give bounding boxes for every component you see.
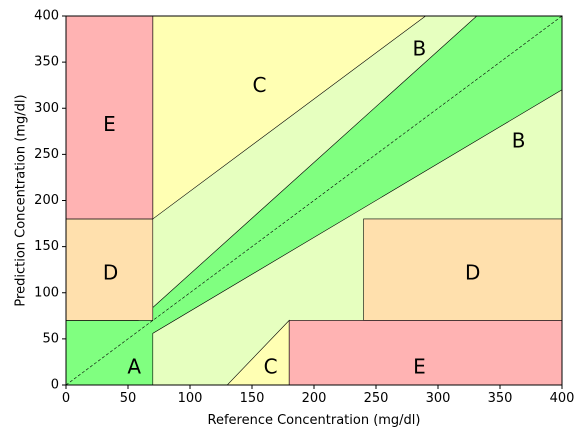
- y-tick-label: 400: [34, 9, 59, 24]
- y-tick-label: 100: [34, 285, 59, 300]
- zone-labels-layer: A B B C C D D E E: [103, 36, 526, 378]
- x-tick-label: 250: [364, 391, 389, 406]
- y-axis-label: Prediction Concentration (mg/dl): [14, 94, 29, 306]
- x-tick-label: 50: [120, 391, 137, 406]
- x-tick-label: 0: [62, 391, 70, 406]
- x-axis-label: Reference Concentration (mg/dl): [208, 413, 421, 428]
- x-tick-label: 350: [488, 391, 513, 406]
- zone-label-a: A: [127, 355, 141, 379]
- y-tick-label: 250: [34, 147, 59, 162]
- y-tick-label: 150: [34, 239, 59, 254]
- zone-label-e: E: [413, 355, 426, 379]
- y-tick-label: 50: [42, 331, 59, 346]
- zone-label-b: B: [413, 36, 427, 60]
- zone-d-region: [363, 218, 562, 321]
- zone-label-d: D: [103, 260, 118, 284]
- x-tick-label: 200: [302, 391, 327, 406]
- zones-layer: [66, 16, 562, 385]
- zone-label-b: B: [512, 129, 526, 153]
- x-tick-label: 100: [178, 391, 203, 406]
- x-axis-ticks: 0 50 100 150 200 250 300 350 400: [62, 385, 575, 406]
- x-tick-label: 300: [426, 391, 451, 406]
- y-axis-ticks: 0 50 100 150 200 250 300 350 400: [34, 9, 66, 393]
- zone-label-c: C: [252, 73, 266, 97]
- zone-e-region: [288, 320, 562, 385]
- zone-e-region: [66, 16, 154, 220]
- x-tick-label: 400: [550, 391, 575, 406]
- lines-layer: [66, 16, 562, 385]
- y-tick-label: 0: [51, 378, 59, 393]
- y-tick-label: 350: [34, 55, 59, 70]
- y-tick-label: 200: [34, 193, 59, 208]
- zone-label-e: E: [103, 112, 116, 136]
- y-tick-label: 300: [34, 101, 59, 116]
- zone-label-d: D: [465, 260, 480, 284]
- zone-label-c: C: [264, 355, 278, 379]
- identity-line: [66, 16, 562, 385]
- x-tick-label: 150: [240, 391, 265, 406]
